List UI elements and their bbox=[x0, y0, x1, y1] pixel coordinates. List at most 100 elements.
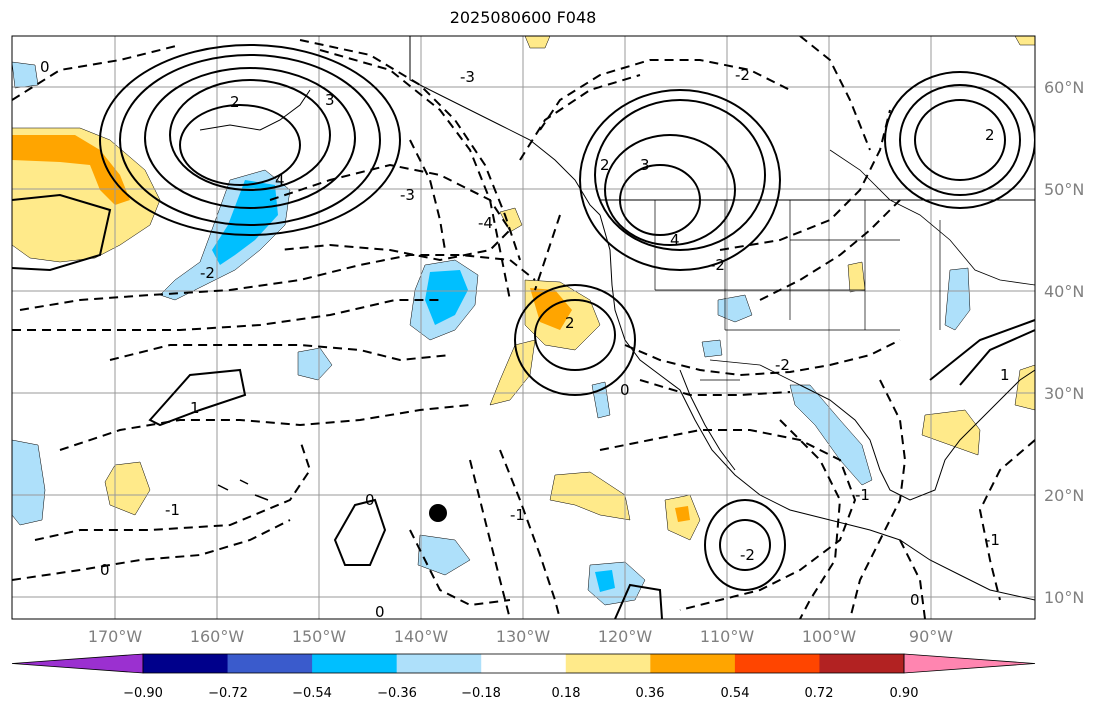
shaded-area bbox=[12, 439, 46, 526]
colorbar-tick-label: −0.36 bbox=[377, 686, 417, 701]
lat-label: 50°N bbox=[1044, 180, 1084, 199]
longitude-labels: 170°W 160°W 150°W 140°W 130°W 120°W 110°… bbox=[88, 627, 953, 646]
contour-label: -1 bbox=[985, 531, 1000, 549]
dashed-contours bbox=[12, 36, 1035, 619]
colorbar-segment bbox=[227, 654, 313, 673]
contour-label: 3 bbox=[640, 156, 650, 174]
contour-line bbox=[333, 498, 387, 566]
shaded-area bbox=[12, 61, 39, 89]
west-coast bbox=[599, 214, 1035, 601]
colorbar-tick-label: −0.90 bbox=[123, 686, 163, 701]
colorbar-tick-label: 0.18 bbox=[552, 686, 581, 701]
latitude-labels: 60°N 50°N 40°N 30°N 20°N 10°N bbox=[1044, 78, 1084, 607]
contour-line bbox=[719, 109, 891, 251]
contour-line bbox=[624, 339, 901, 377]
lon-label: 110°W bbox=[700, 627, 755, 646]
shaded-area bbox=[789, 384, 873, 486]
contour-line bbox=[534, 299, 616, 371]
contour-label: 0 bbox=[620, 381, 630, 399]
shaded-area bbox=[417, 534, 471, 576]
contour-line bbox=[884, 71, 1035, 209]
lon-label: 130°W bbox=[496, 627, 551, 646]
lon-label: 100°W bbox=[802, 627, 857, 646]
mexico-border bbox=[700, 359, 801, 386]
contour-label: -2 bbox=[200, 264, 215, 282]
contour-line bbox=[409, 529, 511, 607]
gulf-coast bbox=[799, 369, 1035, 501]
colorbar-tick-label: 0.72 bbox=[805, 686, 834, 701]
contour-label: 2 bbox=[230, 93, 240, 111]
contour-label: 0 bbox=[100, 561, 110, 579]
colorbar-segment bbox=[565, 654, 651, 673]
state-borders bbox=[654, 200, 941, 331]
contour-label: 0 bbox=[365, 491, 375, 509]
contour-line bbox=[144, 67, 356, 209]
contour-line bbox=[719, 519, 771, 571]
lon-label: 140°W bbox=[394, 627, 449, 646]
contour-line bbox=[639, 379, 791, 396]
contour-line bbox=[619, 164, 701, 236]
contour-label: 2 bbox=[985, 126, 995, 144]
shaded-area bbox=[944, 267, 971, 331]
map-frame bbox=[11, 35, 1036, 620]
gridlines bbox=[12, 36, 1035, 619]
contour-label: -2 bbox=[740, 546, 755, 564]
colorbar-segment bbox=[143, 654, 229, 673]
shaded-area bbox=[104, 461, 151, 516]
contour-line bbox=[409, 139, 446, 251]
contour-label: 2 bbox=[565, 314, 575, 332]
lat-label: 30°N bbox=[1044, 384, 1084, 403]
colorbar-border bbox=[142, 653, 905, 674]
lon-label: 120°W bbox=[598, 627, 653, 646]
colorbar-ticks: −0.90 −0.72 −0.54 −0.36 −0.18 0.18 0.36 … bbox=[123, 686, 918, 701]
contour-line bbox=[599, 429, 857, 611]
shaded-area bbox=[297, 347, 333, 381]
lat-label: 20°N bbox=[1044, 486, 1084, 505]
contour-label: 2 bbox=[600, 156, 610, 174]
contour-line bbox=[169, 79, 331, 191]
colorbar-tick-label: −0.54 bbox=[292, 686, 332, 701]
lat-label: 40°N bbox=[1044, 282, 1084, 301]
contour-line bbox=[12, 193, 112, 272]
contour-line bbox=[799, 36, 871, 151]
shaded-area bbox=[212, 180, 278, 265]
colorbar-tick-label: 0.54 bbox=[721, 686, 750, 701]
colorbar-segment bbox=[734, 654, 820, 673]
colorbar bbox=[11, 653, 1036, 674]
colorbar-tick-label: −0.72 bbox=[208, 686, 248, 701]
baja-coast bbox=[679, 369, 736, 471]
contour-line bbox=[12, 299, 440, 331]
colorbar-segment bbox=[650, 654, 736, 673]
hawaii-islands bbox=[217, 479, 269, 501]
shaded-area bbox=[530, 288, 572, 330]
contour-line bbox=[614, 583, 663, 619]
lat-label: 10°N bbox=[1044, 588, 1084, 607]
shaded-area bbox=[595, 570, 615, 592]
contour-line bbox=[319, 49, 511, 301]
shaded-area bbox=[524, 36, 551, 49]
contour-line bbox=[759, 199, 901, 301]
map-title: 2025080600 F048 bbox=[449, 8, 597, 27]
shaded-area bbox=[701, 339, 723, 358]
colorbar-segment bbox=[819, 654, 905, 673]
contour-line bbox=[519, 74, 641, 161]
lat-label: 60°N bbox=[1044, 78, 1084, 97]
colorbar-tick-label: 0.36 bbox=[636, 686, 665, 701]
contour-label: -4 bbox=[478, 214, 493, 232]
contour-label: -1 bbox=[165, 501, 180, 519]
contour-line bbox=[539, 59, 791, 131]
contour-label: -2 bbox=[735, 66, 750, 84]
contour-line bbox=[929, 319, 1035, 386]
lon-label: 90°W bbox=[909, 627, 953, 646]
shaded-area bbox=[921, 409, 981, 456]
contour-line bbox=[148, 368, 247, 427]
colorbar-segment bbox=[312, 654, 398, 673]
contour-label: 1 bbox=[1000, 366, 1010, 384]
solid-contours bbox=[12, 44, 1035, 619]
contour-line bbox=[109, 344, 451, 362]
shaded-area bbox=[1014, 36, 1035, 46]
contour-line bbox=[469, 459, 511, 619]
contour-line bbox=[179, 104, 301, 186]
contour-line bbox=[514, 284, 636, 396]
